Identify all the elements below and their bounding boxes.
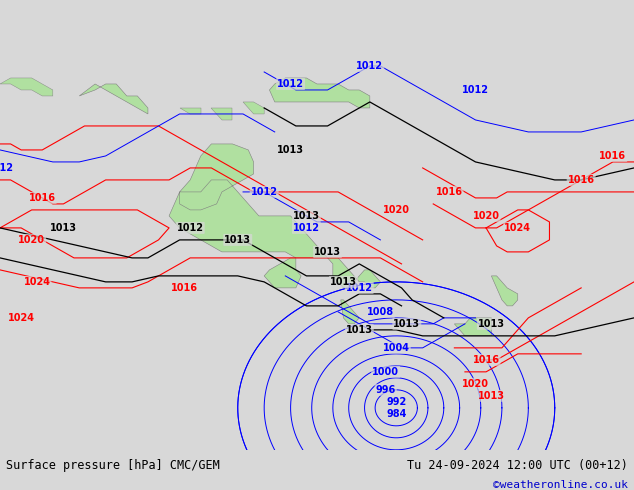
Text: 1024: 1024 [504,223,531,233]
Text: 1020: 1020 [462,379,489,389]
Polygon shape [179,108,201,114]
Text: 1012: 1012 [356,61,384,71]
Text: 1024: 1024 [23,277,51,287]
Text: 1020: 1020 [383,205,410,215]
Text: 1012: 1012 [277,79,304,89]
Text: 1013: 1013 [224,235,251,245]
Text: 1016: 1016 [171,283,198,293]
Polygon shape [341,300,359,324]
Polygon shape [211,108,233,120]
Text: ©weatheronline.co.uk: ©weatheronline.co.uk [493,480,628,490]
Text: 1016: 1016 [472,355,500,365]
Text: 1016: 1016 [29,193,56,203]
Text: 1013: 1013 [478,319,505,329]
Text: 996: 996 [375,385,396,395]
Text: 1012: 1012 [462,85,489,95]
Text: 1012: 1012 [177,223,204,233]
Polygon shape [79,84,148,114]
Text: 1012: 1012 [0,163,13,173]
Polygon shape [169,144,380,288]
Text: 1016: 1016 [567,175,595,185]
Text: 1013: 1013 [330,277,357,287]
Polygon shape [0,78,53,96]
Text: 1013: 1013 [346,325,373,335]
Text: 1013: 1013 [478,391,505,401]
Text: 1020: 1020 [472,211,500,221]
Text: 1016: 1016 [599,151,626,161]
Polygon shape [243,102,264,114]
Text: 1013: 1013 [293,211,320,221]
Text: Surface pressure [hPa] CMC/GEM: Surface pressure [hPa] CMC/GEM [6,459,220,471]
Text: 1013: 1013 [393,319,420,329]
Text: 1024: 1024 [8,313,35,323]
Text: 1004: 1004 [383,343,410,353]
Text: 992: 992 [386,397,406,407]
Text: 984: 984 [386,409,406,419]
Polygon shape [455,318,491,336]
Text: 1013: 1013 [50,223,77,233]
Text: 1012: 1012 [250,187,278,197]
Text: 1012: 1012 [346,283,373,293]
Polygon shape [491,276,518,306]
Text: 1013: 1013 [277,145,304,155]
Text: 1008: 1008 [367,307,394,317]
Text: 1000: 1000 [372,367,399,377]
Text: 1020: 1020 [18,235,45,245]
Text: 1012: 1012 [293,223,320,233]
Text: 1016: 1016 [436,187,463,197]
Text: 1013: 1013 [314,247,341,257]
Polygon shape [269,78,370,108]
Text: Tu 24-09-2024 12:00 UTC (00+12): Tu 24-09-2024 12:00 UTC (00+12) [407,459,628,471]
